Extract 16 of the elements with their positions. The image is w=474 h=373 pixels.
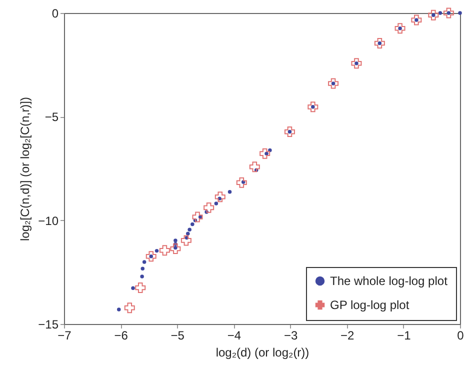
x-axis-title: log₂(d) (or log₂(r)) — [216, 346, 310, 360]
x-tick-label: −4 — [227, 328, 242, 342]
x-tick-label: 0 — [457, 328, 464, 342]
legend-label: GP log-log plot — [330, 298, 410, 312]
x-tick-label: −6 — [114, 328, 128, 342]
x-tick-label: −1 — [397, 328, 412, 342]
x-tick-label: −5 — [170, 328, 185, 342]
x-tick-label: −7 — [58, 328, 72, 342]
y-tick-label: 0 — [52, 6, 59, 20]
y-tick-label: −5 — [44, 110, 59, 124]
legend-label: The whole log-log plot — [330, 274, 448, 288]
x-tick-label: −2 — [340, 328, 355, 342]
y-tick-label: −10 — [38, 214, 59, 228]
y-tick-label: −15 — [38, 318, 59, 332]
y-axis-title: log₂[C(n,d)] (or log₂[C(n,r)]) — [18, 96, 32, 242]
x-tick-label: −3 — [284, 328, 298, 342]
